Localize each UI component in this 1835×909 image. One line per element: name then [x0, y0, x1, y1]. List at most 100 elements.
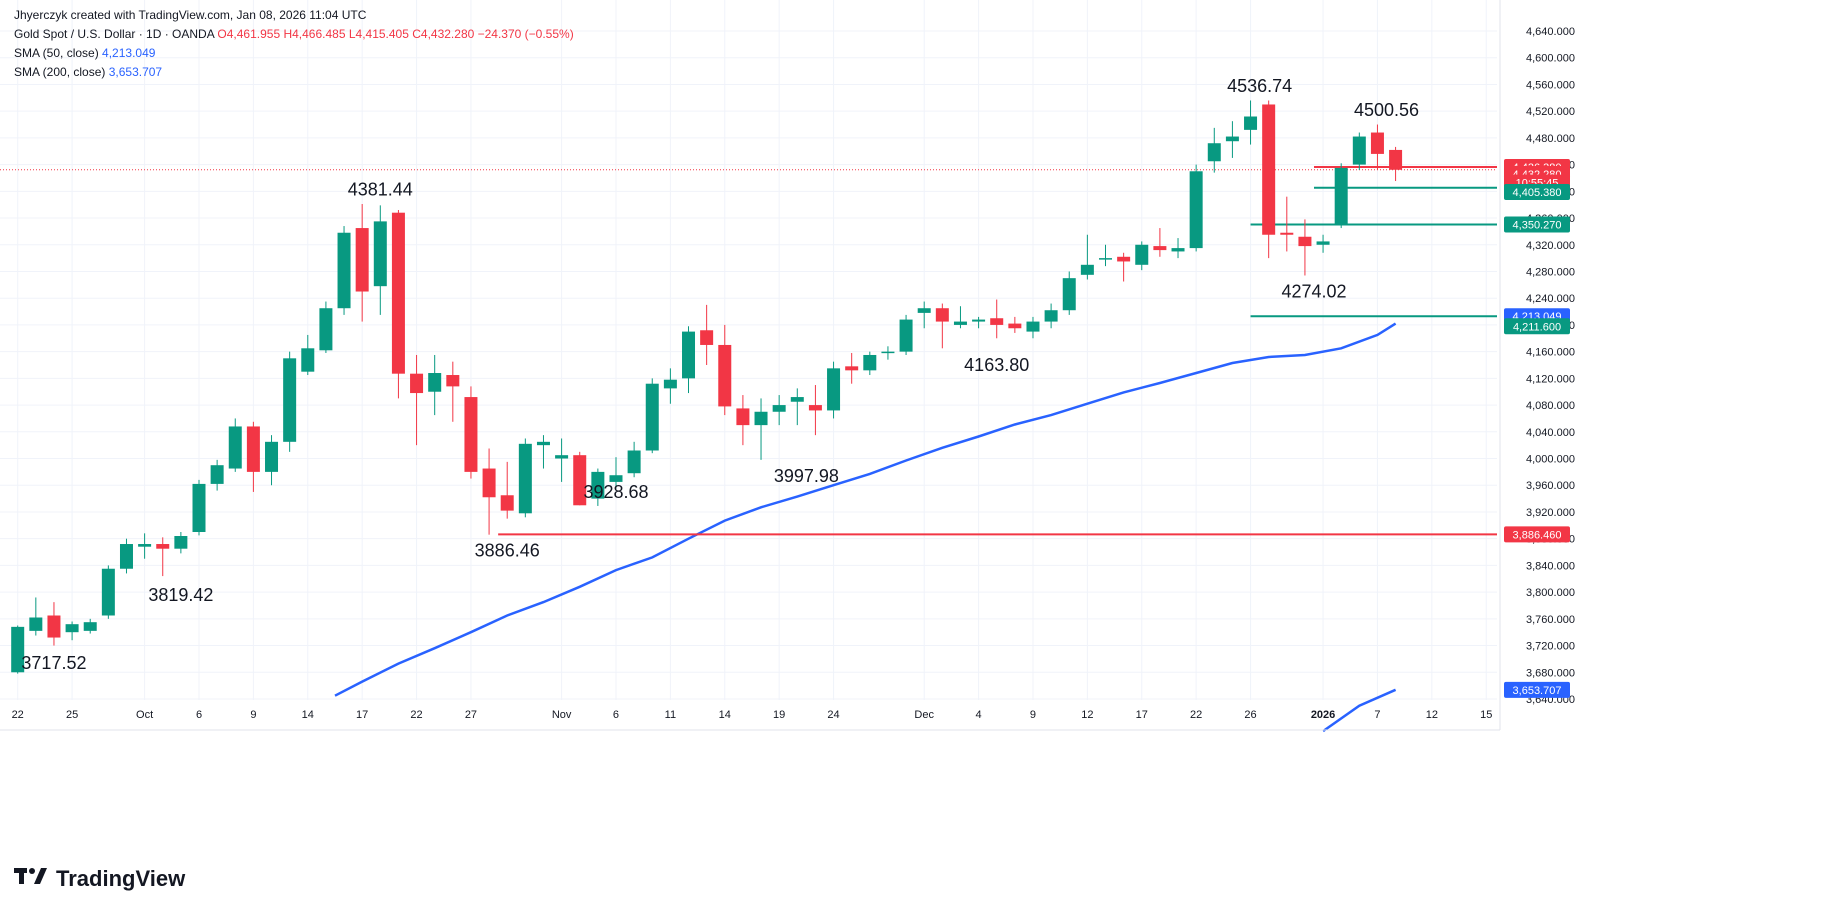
candle-body	[83, 622, 97, 631]
candle-body	[1389, 149, 1403, 170]
candle	[1008, 316, 1022, 333]
attribution-text: Jhyerczyk created with TradingView.com, …	[14, 8, 367, 22]
candle	[156, 537, 170, 577]
y-tick-label: 4,080.000	[1526, 400, 1575, 412]
candle	[555, 438, 569, 482]
x-tick-label: 12	[1081, 709, 1093, 721]
candle	[645, 378, 659, 454]
candle-body	[1244, 116, 1258, 130]
candle	[500, 461, 514, 519]
x-tick-label: 15	[1480, 709, 1492, 721]
sma50-label: SMA (50, close)	[14, 46, 99, 60]
candle-body	[736, 408, 750, 426]
candle-body	[11, 626, 25, 673]
candle-body	[1225, 136, 1239, 142]
candle	[210, 459, 224, 491]
candle	[845, 352, 859, 384]
x-tick-label: Dec	[914, 709, 934, 721]
sma-lines	[334, 322, 1397, 733]
x-tick-label: 22	[1190, 709, 1202, 721]
y-tick-label: 3,720.000	[1526, 641, 1575, 653]
x-tick-label: Nov	[552, 709, 572, 721]
candle-body	[174, 536, 188, 549]
x-tick-label: 2026	[1311, 709, 1335, 721]
candle	[446, 361, 460, 422]
price-axis-label-bg	[1504, 681, 1570, 698]
sma200-legend[interactable]: SMA (200, close) 3,653.707	[14, 63, 574, 82]
price-annotation: 4536.74	[1227, 76, 1292, 96]
candle-body	[972, 319, 986, 322]
candle	[391, 210, 405, 399]
candle-body	[119, 544, 133, 569]
candle	[65, 621, 79, 641]
candle	[1044, 303, 1058, 329]
candle-body	[1026, 321, 1040, 332]
x-tick-label: 9	[1030, 709, 1036, 721]
x-tick-label: 11	[665, 709, 676, 721]
candle-body	[482, 468, 496, 498]
candle	[464, 386, 478, 479]
candle	[482, 448, 496, 535]
candle	[1189, 164, 1203, 252]
candle	[536, 435, 550, 469]
candle	[573, 451, 587, 506]
sma200-label: SMA (200, close)	[14, 65, 106, 79]
candle	[29, 597, 43, 636]
candle-body	[1207, 143, 1221, 162]
candle-body	[591, 471, 605, 499]
candle	[609, 457, 623, 489]
y-tick-label: 4,240.000	[1526, 293, 1575, 305]
sma50-legend[interactable]: SMA (50, close) 4,213.049	[14, 44, 574, 63]
candle-body	[790, 397, 804, 402]
candle	[663, 368, 677, 404]
candles	[11, 100, 1403, 674]
brand-footer[interactable]: TradingView	[14, 866, 185, 892]
candle	[1334, 163, 1348, 229]
price-axis-label-text: 4,350.270	[1513, 220, 1562, 232]
price-axis-label-text: 3,886.460	[1513, 529, 1562, 541]
ohlc-values: O4,461.955 H4,466.485 L4,415.405 C4,432.…	[217, 27, 574, 41]
y-tick-label: 4,480.000	[1526, 133, 1575, 145]
price-axis-label: 4,350.270	[1504, 216, 1570, 233]
candle-body	[1352, 136, 1366, 165]
price-axis-label-bg	[1504, 216, 1570, 233]
price-axis-label: 3,886.460	[1504, 526, 1570, 543]
candle	[953, 306, 967, 329]
candle	[1316, 234, 1330, 253]
candle	[174, 532, 188, 554]
price-axis-label-text: 3,653.707	[1513, 685, 1562, 697]
candle-body	[845, 366, 859, 371]
candle	[899, 314, 913, 355]
candle	[83, 618, 97, 634]
candle-body	[1316, 241, 1330, 245]
x-tick-label: 7	[1374, 709, 1380, 721]
tradingview-logo-icon	[14, 866, 48, 892]
candle-body	[101, 568, 115, 616]
x-tick-label: 17	[356, 709, 368, 721]
price-annotation: 4381.44	[348, 180, 413, 200]
candle-body	[301, 348, 315, 372]
y-tick-label: 3,920.000	[1526, 507, 1575, 519]
symbol-line[interactable]: Gold Spot / U.S. Dollar · 1D · OANDA O4,…	[14, 25, 574, 44]
y-tick-label: 4,560.000	[1526, 79, 1575, 91]
price-axis-label: 3,653.707	[1504, 681, 1570, 698]
price-axis-label: 4,405.380	[1504, 183, 1570, 200]
candle-body	[1370, 132, 1384, 154]
x-tick-label: 9	[250, 709, 256, 721]
candle	[1225, 121, 1239, 158]
candle	[101, 565, 115, 619]
x-tick-label: 17	[1136, 709, 1148, 721]
price-annotation: 4274.02	[1281, 281, 1346, 301]
candle-body	[881, 351, 895, 354]
candle-body	[1008, 323, 1022, 329]
candle-body	[555, 455, 569, 459]
candle-body	[609, 475, 623, 482]
candle	[917, 301, 931, 329]
price-annotation: 4500.56	[1354, 100, 1419, 120]
x-tick-label: 27	[465, 709, 477, 721]
candle	[790, 388, 804, 426]
y-tick-label: 3,800.000	[1526, 587, 1575, 599]
candle-body	[246, 426, 260, 472]
candle-body	[156, 544, 170, 549]
